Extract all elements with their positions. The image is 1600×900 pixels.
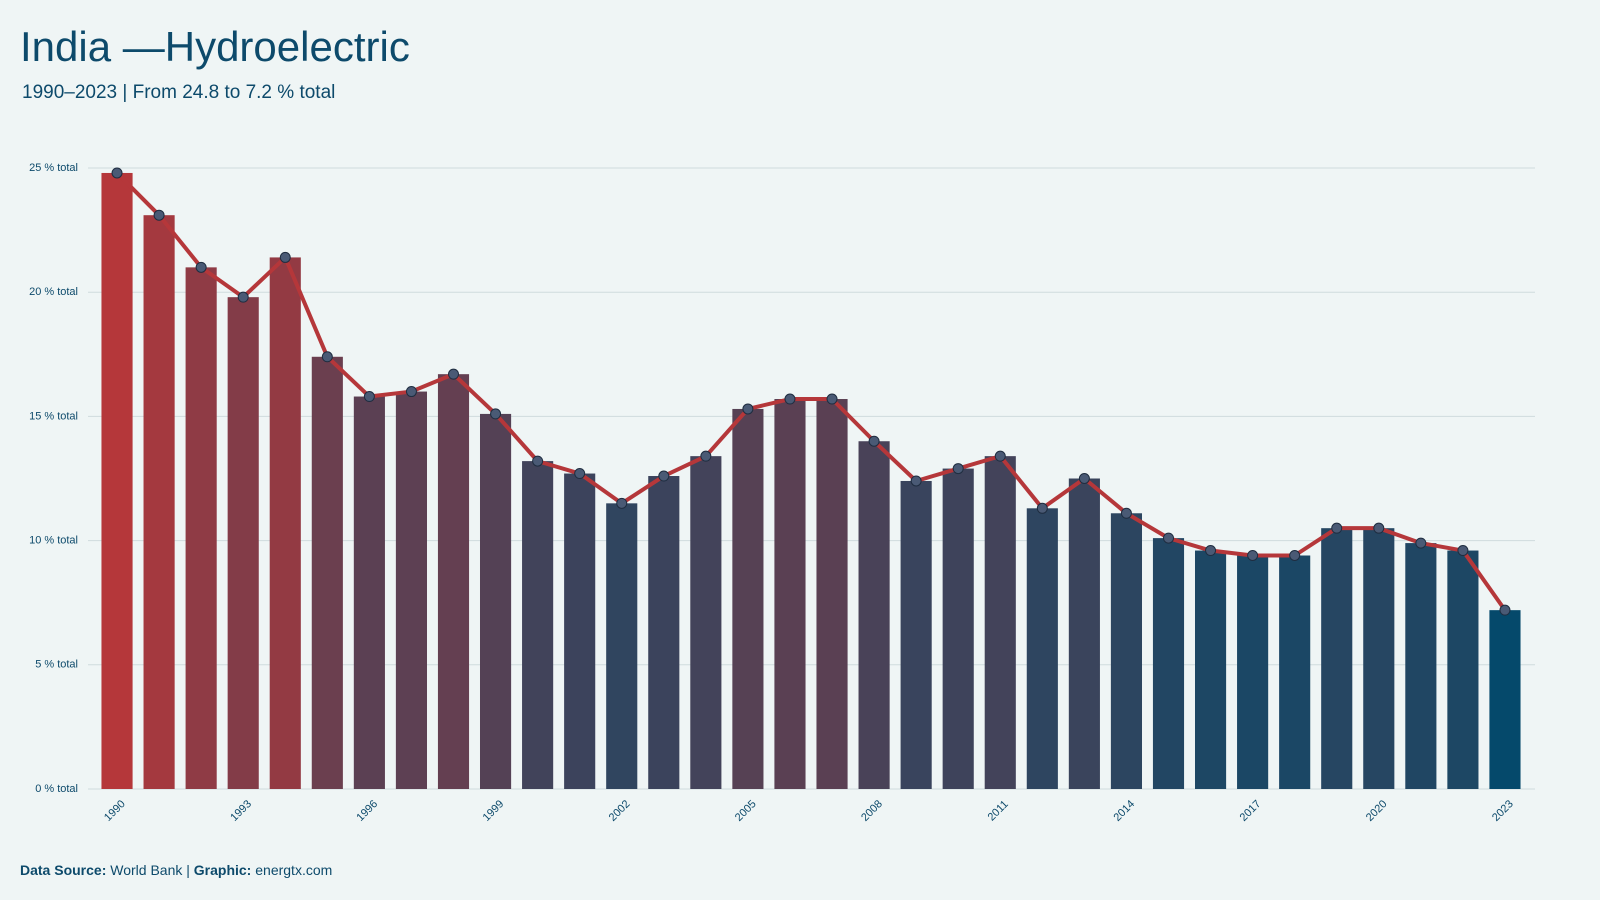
line-marker xyxy=(616,497,628,509)
line-marker xyxy=(994,450,1006,462)
bar xyxy=(1279,555,1311,789)
y-tick-label: 20 % total xyxy=(29,286,78,298)
bar xyxy=(1447,550,1479,789)
line-marker xyxy=(1120,507,1132,519)
line-marker xyxy=(910,475,922,487)
credit: energtx.com xyxy=(255,862,332,878)
x-tick-label: 1996 xyxy=(354,798,380,824)
line-marker xyxy=(1457,545,1469,557)
bar xyxy=(1152,538,1185,789)
line-marker xyxy=(784,393,796,405)
chart-subtitle: 1990–2023 | From 24.8 to 7.2 % total xyxy=(22,82,335,103)
x-tick-label: 1993 xyxy=(228,798,254,824)
bar xyxy=(1110,513,1143,789)
line-marker xyxy=(700,450,712,462)
bar xyxy=(437,374,470,789)
line-marker xyxy=(1247,550,1259,562)
x-tick-label: 2014 xyxy=(1111,798,1137,824)
y-tick-label: 0 % total xyxy=(35,783,78,795)
bar xyxy=(1405,543,1437,789)
x-tick-label: 1999 xyxy=(481,798,507,824)
bar xyxy=(143,215,175,790)
bar xyxy=(858,441,890,789)
x-tick-label: 2017 xyxy=(1238,798,1264,824)
bar xyxy=(227,297,259,789)
bar xyxy=(1237,555,1269,789)
line-marker xyxy=(658,470,670,482)
x-tick-label: 2023 xyxy=(1490,798,1516,824)
bar xyxy=(690,456,722,789)
trend-line xyxy=(115,171,1507,612)
bar xyxy=(311,356,343,789)
y-tick-label: 5 % total xyxy=(35,659,78,671)
bar xyxy=(479,413,512,789)
x-tick-label: 2002 xyxy=(607,798,633,824)
bar xyxy=(984,456,1016,789)
bar xyxy=(606,503,638,789)
line-marker xyxy=(111,167,123,179)
line-marker xyxy=(1499,604,1511,616)
line-marker xyxy=(1373,522,1385,534)
bar xyxy=(522,461,554,789)
line-marker xyxy=(1163,532,1174,544)
line-marker xyxy=(321,351,333,363)
bar xyxy=(1489,610,1521,789)
line-marker xyxy=(742,403,754,415)
bar xyxy=(564,473,596,789)
footer: Data Source: World Bank | Graphic: energ… xyxy=(20,862,332,878)
bar xyxy=(395,391,428,789)
y-tick-label: 15 % total xyxy=(29,410,78,422)
line-marker xyxy=(363,391,375,403)
bar xyxy=(1321,528,1353,789)
separator: | xyxy=(186,862,190,878)
bar xyxy=(1194,550,1227,789)
line-marker xyxy=(1078,473,1090,484)
line-marker xyxy=(1036,502,1048,514)
x-tick-label: 2008 xyxy=(859,798,885,824)
x-tick-label: 1990 xyxy=(102,798,128,824)
bar xyxy=(942,468,974,789)
line-marker xyxy=(1415,537,1427,549)
source-label: Data Source: xyxy=(20,862,106,878)
bar xyxy=(732,408,764,789)
bar xyxy=(816,399,848,789)
line-marker xyxy=(279,251,291,263)
source: World Bank xyxy=(110,862,183,878)
credit-label: Graphic: xyxy=(194,862,252,878)
line-marker xyxy=(1331,522,1343,534)
bar xyxy=(1068,478,1100,789)
x-tick-label: 2011 xyxy=(986,798,1011,823)
line-marker xyxy=(952,463,964,475)
line-marker xyxy=(826,393,838,405)
line-marker xyxy=(868,435,880,447)
line-marker xyxy=(1205,545,1217,557)
x-tick-label: 2020 xyxy=(1364,798,1390,824)
line-marker xyxy=(405,386,417,398)
line-marker xyxy=(153,209,165,221)
bar xyxy=(774,399,806,789)
bar xyxy=(1363,528,1395,789)
chart-title: India —Hydroelectric xyxy=(20,23,410,70)
line-marker xyxy=(574,468,586,480)
line-marker xyxy=(448,368,459,380)
bar xyxy=(185,267,217,789)
bar xyxy=(353,396,385,789)
bar xyxy=(648,476,680,789)
line-marker xyxy=(237,291,249,303)
bar xyxy=(269,257,301,789)
line-marker xyxy=(195,261,207,273)
y-tick-label: 25 % total xyxy=(29,162,78,174)
line-marker xyxy=(532,455,544,467)
bar xyxy=(101,172,133,789)
bar xyxy=(900,480,932,789)
line-marker xyxy=(490,408,502,420)
line-marker xyxy=(1289,550,1301,562)
x-tick-label: 2005 xyxy=(733,798,759,824)
y-tick-label: 10 % total xyxy=(29,535,78,547)
bar xyxy=(1026,508,1058,789)
